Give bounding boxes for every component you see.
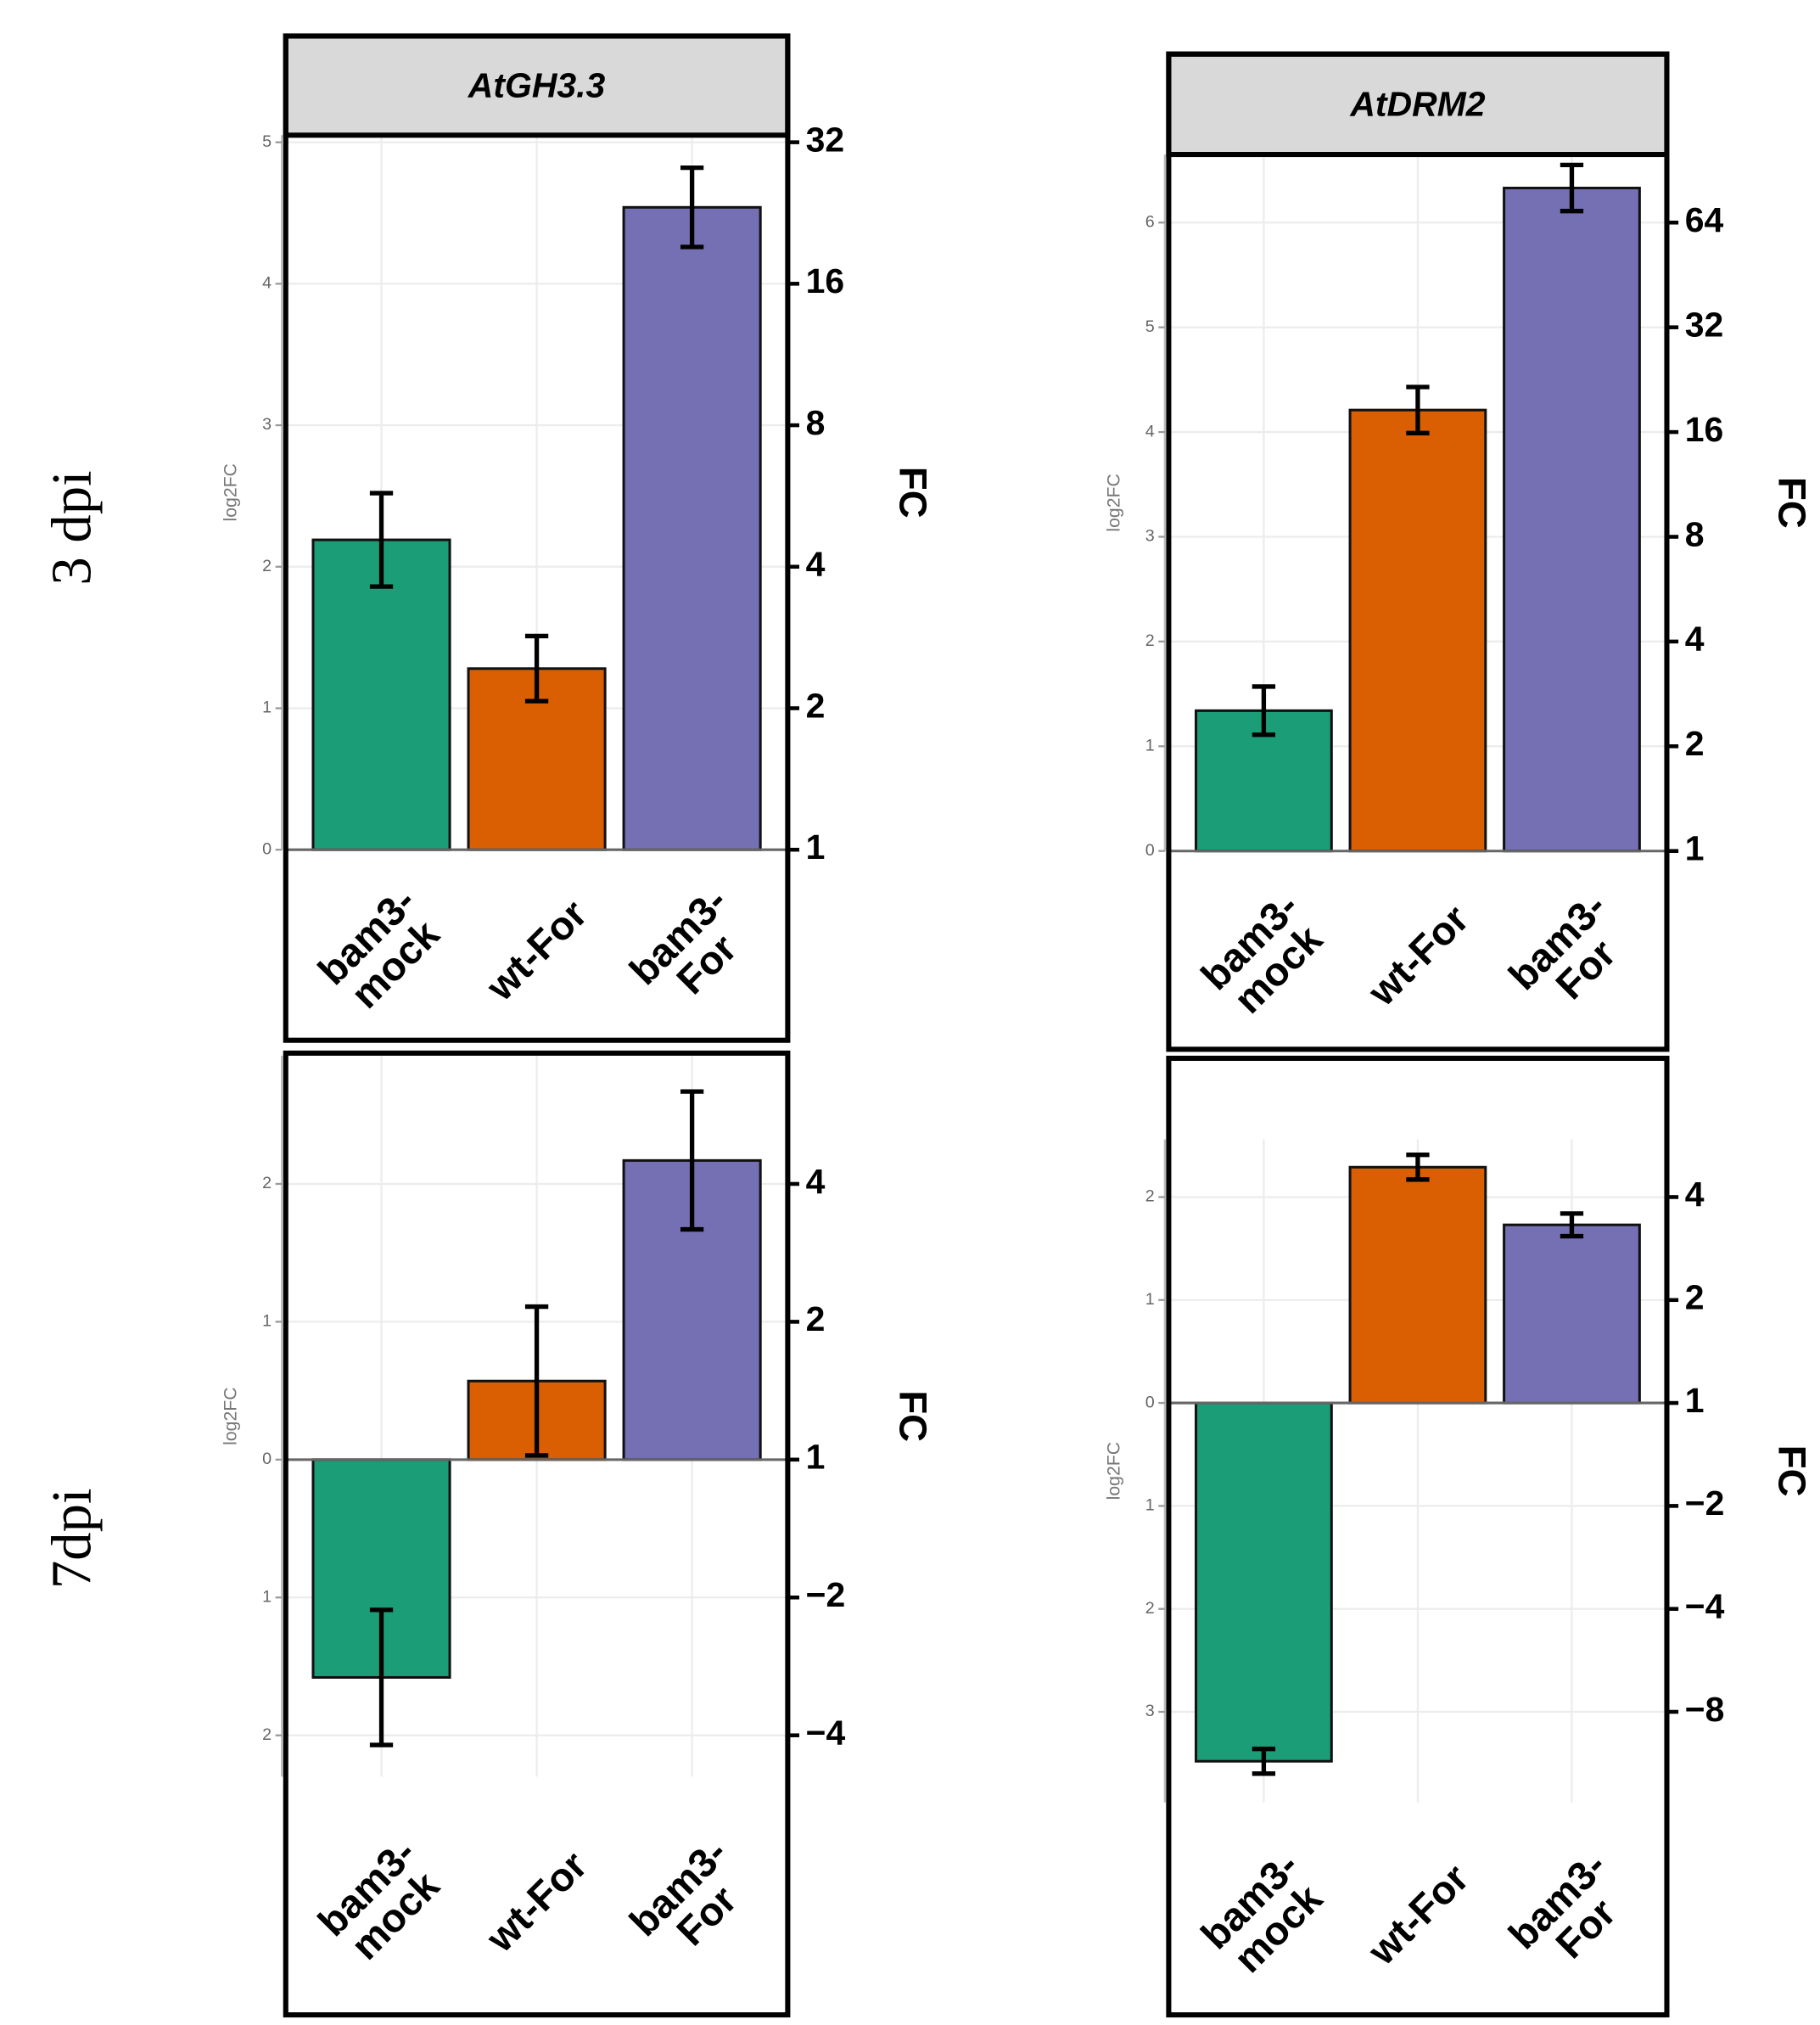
y2-tick-label: 8 xyxy=(806,403,826,442)
error-bar xyxy=(369,1607,394,1747)
bar xyxy=(1348,408,1487,853)
y-tick-label: 3 xyxy=(1145,1702,1155,1720)
bar xyxy=(1195,1401,1333,1763)
y-tick-label: 1 xyxy=(1145,1496,1155,1515)
y-tick-label: 4 xyxy=(1145,422,1155,440)
y-tick-label: 2 xyxy=(1145,1599,1155,1618)
row-label: 3 dpi xyxy=(41,470,103,585)
panel-frame xyxy=(1166,51,1670,1052)
error-bar xyxy=(369,491,394,589)
row-label: 7dpi xyxy=(41,1488,103,1589)
y-axis-title: log2FC xyxy=(221,1387,241,1444)
chart-title: AtDRM2 xyxy=(1349,85,1485,124)
y-tick-label: 0 xyxy=(262,839,272,858)
chart-title: AtGH3.3 xyxy=(468,66,606,105)
y2-tick-label: 2 xyxy=(806,1299,826,1338)
y2-tick-label: −4 xyxy=(1685,1587,1725,1626)
y2-tick-label: 4 xyxy=(1685,620,1705,659)
y-tick-label: 5 xyxy=(262,132,272,151)
bar xyxy=(1348,1165,1487,1405)
error-bar xyxy=(524,1304,549,1458)
y-axis-title: log2FC xyxy=(1104,1442,1123,1500)
error-bar xyxy=(680,1089,704,1232)
y2-tick-label: −2 xyxy=(1685,1484,1725,1523)
y2-tick-label: 4 xyxy=(806,545,826,584)
error-bar xyxy=(524,633,549,704)
error-bar xyxy=(1560,162,1584,214)
error-bar xyxy=(1252,684,1276,738)
error-bar xyxy=(1252,1747,1276,1776)
error-bar xyxy=(1560,1211,1584,1239)
y-tick-label: 2 xyxy=(262,1725,272,1744)
y-tick-label: 0 xyxy=(1145,1393,1155,1411)
y-tick-label: 3 xyxy=(262,415,272,434)
y2-tick-label: −2 xyxy=(806,1575,846,1614)
strip xyxy=(1166,51,1670,158)
y-tick-label: 2 xyxy=(262,1174,272,1192)
y-tick-label: 1 xyxy=(1145,737,1155,755)
y-tick-label: 2 xyxy=(262,557,272,575)
y-tick-label: 0 xyxy=(1145,841,1155,860)
panel-frame xyxy=(283,1050,791,2018)
y-tick-label: 5 xyxy=(1145,317,1155,336)
y2-tick-label: 32 xyxy=(1685,305,1724,344)
y-tick-label: 2 xyxy=(1145,631,1155,650)
y2-tick-label: 4 xyxy=(806,1162,826,1201)
error-bar xyxy=(1406,384,1430,435)
bar xyxy=(1503,187,1641,853)
y2-tick-label: 2 xyxy=(1685,724,1705,763)
error-bar xyxy=(1406,1153,1430,1182)
y-tick-label: 0 xyxy=(262,1450,272,1468)
panel-frame xyxy=(283,33,791,1043)
y2-tick-label: 4 xyxy=(1685,1175,1705,1214)
y2-tick-label: 64 xyxy=(1685,200,1724,239)
y-tick-label: 2 xyxy=(1145,1187,1155,1206)
y-tick-label: 1 xyxy=(262,1587,272,1606)
y2-tick-label: 32 xyxy=(806,120,845,159)
y2-tick-label: 16 xyxy=(1685,410,1724,449)
y2-axis-title: FC xyxy=(891,467,934,519)
bar xyxy=(622,205,762,851)
y2-tick-label: −4 xyxy=(806,1714,846,1753)
y-tick-label: 1 xyxy=(1145,1290,1155,1309)
error-bar xyxy=(680,165,704,250)
y-axis-title: log2FC xyxy=(1104,474,1123,531)
y2-tick-label: 1 xyxy=(1685,829,1705,868)
bar xyxy=(311,538,451,851)
y2-tick-label: 2 xyxy=(1685,1278,1705,1317)
panel-frame xyxy=(1166,1055,1670,2018)
y-axis-title: log2FC xyxy=(221,463,241,521)
bar xyxy=(1503,1223,1641,1405)
y-tick-label: 4 xyxy=(262,274,272,293)
y2-tick-label: 8 xyxy=(1685,514,1705,553)
y2-tick-label: 1 xyxy=(1685,1381,1705,1420)
y2-tick-label: 16 xyxy=(806,261,845,300)
y-tick-label: 1 xyxy=(262,698,272,717)
y-tick-label: 3 xyxy=(1145,527,1155,546)
y2-axis-title: FC xyxy=(1771,1445,1814,1497)
y2-axis-title: FC xyxy=(891,1390,934,1442)
y2-tick-label: 1 xyxy=(806,827,826,867)
y2-axis-title: FC xyxy=(1771,477,1814,529)
y-tick-label: 1 xyxy=(262,1312,272,1331)
y2-tick-label: 1 xyxy=(806,1438,826,1477)
y-tick-label: 6 xyxy=(1145,212,1155,231)
y2-tick-label: −8 xyxy=(1685,1690,1725,1729)
y2-tick-label: 2 xyxy=(806,686,826,725)
